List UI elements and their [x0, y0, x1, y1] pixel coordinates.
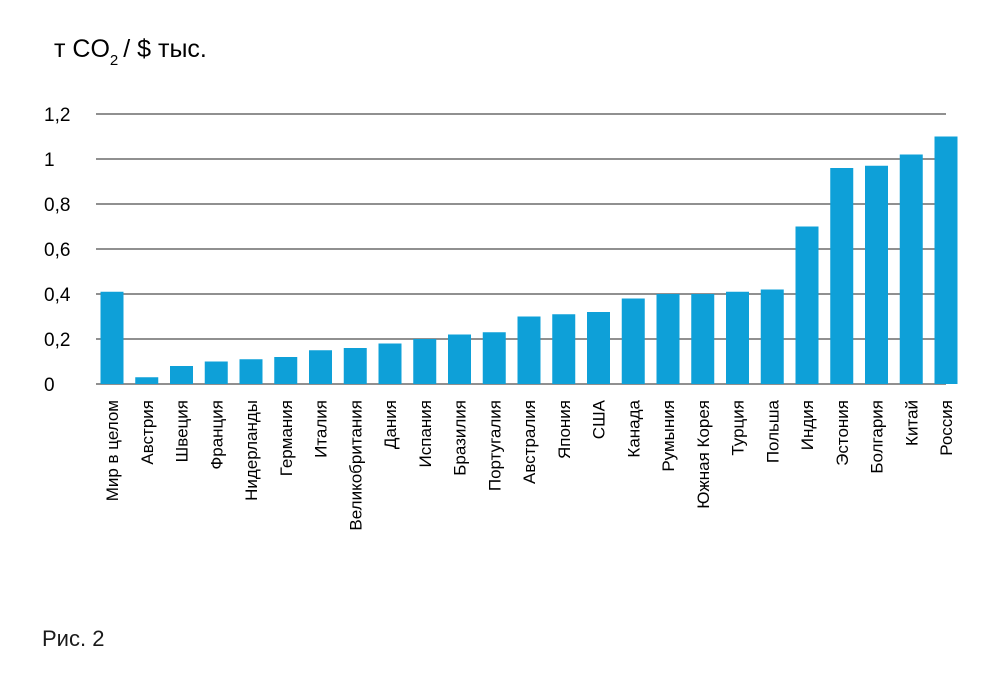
x-tick-label: Австрия: [138, 400, 157, 465]
bar: [378, 343, 402, 384]
bar: [899, 154, 923, 384]
x-tick-label: Болгария: [868, 400, 887, 474]
bar: [795, 226, 819, 384]
bar: [170, 366, 193, 384]
bar: [726, 291, 749, 384]
bar: [552, 314, 576, 384]
bar: [830, 168, 854, 384]
y-tick-label: 0,8: [44, 195, 70, 216]
bar: [135, 377, 159, 384]
x-tick-label: Франция: [207, 400, 226, 470]
x-tick-label: Польша: [763, 399, 782, 463]
x-tick-label: Нидерланды: [242, 400, 261, 501]
bar: [100, 291, 124, 384]
bar: [621, 298, 645, 384]
bar: [309, 350, 332, 384]
bar: [760, 289, 784, 384]
x-tick-label: Австралия: [520, 400, 539, 484]
x-tick-label: Румыния: [659, 400, 678, 472]
y-tick-label: 1: [44, 150, 55, 171]
x-tick-labels: Мир в целом Австрия Швеция Франция Нидерланд…: [103, 399, 956, 530]
x-tick-label: Китай: [902, 400, 921, 446]
figure-caption: Рис. 2: [42, 626, 105, 651]
x-tick-label: Португалия: [485, 400, 504, 491]
x-tick-label: Турция: [729, 400, 748, 456]
x-tick-label: Южная Корея: [694, 400, 713, 509]
bar: [934, 136, 958, 384]
bar: [413, 339, 437, 384]
bar: [517, 316, 541, 384]
x-tick-label: Бразилия: [451, 400, 470, 476]
y-tick-label: 0: [44, 375, 55, 396]
x-tick-label: Швеция: [173, 400, 192, 462]
x-tick-label: Великобритания: [346, 400, 365, 531]
bar: [865, 165, 888, 384]
x-tick-label: Япония: [555, 400, 574, 459]
bar: [448, 334, 471, 384]
bar: [482, 332, 506, 384]
x-tick-label: США: [590, 399, 609, 439]
x-tick-label: Индия: [798, 400, 817, 450]
x-tick-label: Италия: [312, 400, 331, 458]
y-tick-label: 1,2: [44, 105, 70, 126]
gridlines: [96, 113, 946, 385]
bar: [343, 348, 367, 384]
bar: [274, 357, 298, 384]
bar: [239, 359, 263, 384]
y-tick-label: 0,4: [44, 285, 71, 306]
x-tick-label: Дания: [381, 400, 400, 449]
y-tick-label: 0,6: [44, 240, 70, 261]
y-tick-label: 0,2: [44, 330, 70, 351]
x-tick-label: Эстония: [833, 400, 852, 466]
x-tick-label: Россия: [937, 400, 956, 456]
bar: [656, 294, 680, 384]
x-tick-label: Испания: [416, 400, 435, 467]
x-tick-label: Канада: [624, 399, 643, 457]
bars: [100, 136, 958, 384]
y-unit-label: т CO2/ $ тыс.: [54, 35, 207, 69]
bar: [587, 312, 610, 384]
bar: [691, 294, 715, 384]
bar: [204, 361, 228, 384]
x-tick-label: Германия: [277, 400, 296, 476]
x-tick-label: Мир в целом: [103, 400, 122, 501]
y-tick-labels: 0 0,2 0,4 0,6 0,8 1 1,2: [44, 105, 71, 396]
